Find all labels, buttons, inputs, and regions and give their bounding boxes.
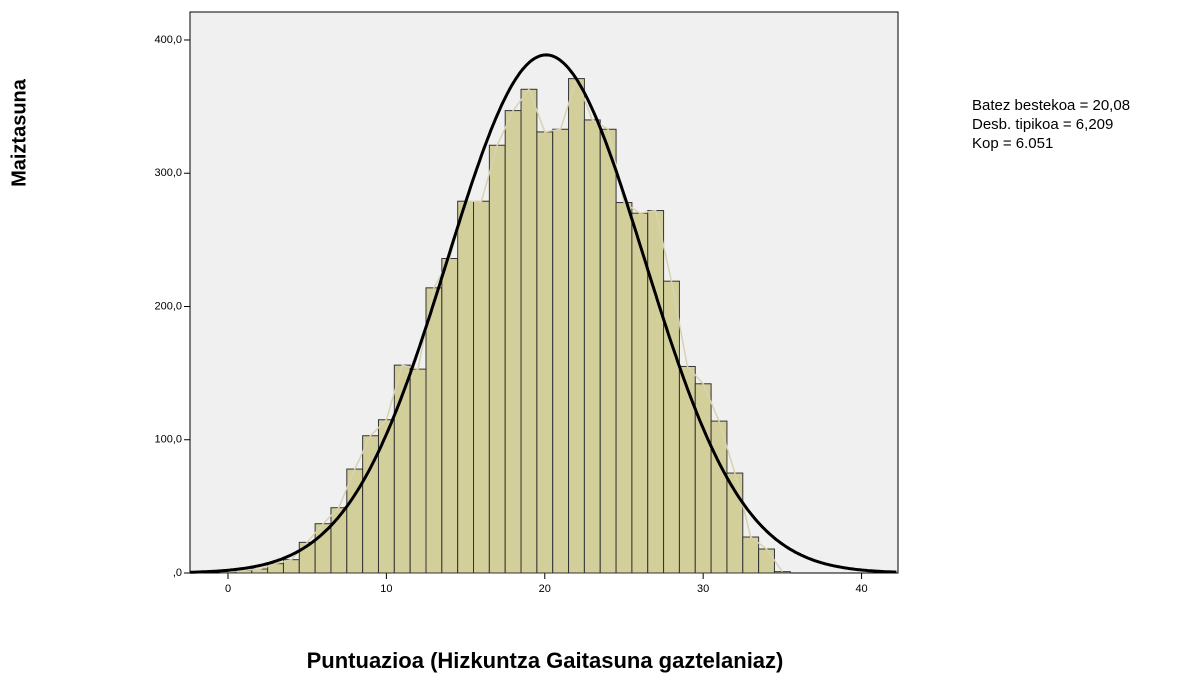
bar bbox=[678, 365, 696, 574]
x-tick-label: 0 bbox=[225, 583, 231, 595]
y-tick-label: 300,0 bbox=[154, 167, 182, 179]
bar bbox=[631, 212, 649, 574]
x-tick-label: 20 bbox=[539, 583, 551, 595]
bar bbox=[568, 78, 585, 574]
frequency-polygon bbox=[227, 76, 783, 573]
bar bbox=[473, 200, 490, 574]
x-tick-label: 30 bbox=[697, 583, 709, 595]
x-tick-label: 40 bbox=[855, 583, 867, 595]
bar bbox=[758, 548, 775, 574]
bar bbox=[520, 88, 538, 574]
bar bbox=[457, 200, 475, 574]
bar bbox=[583, 119, 601, 574]
bar bbox=[552, 128, 570, 574]
x-tick-label: 10 bbox=[380, 583, 392, 595]
bar bbox=[773, 571, 791, 574]
annotation: Kop = 6.051 bbox=[972, 135, 1053, 152]
y-tick-label: ,0 bbox=[173, 567, 182, 579]
annotation: Desb. tipikoa = 6,209 bbox=[972, 116, 1113, 133]
bar bbox=[488, 144, 506, 574]
annotation: Batez bestekoa = 20,08 bbox=[972, 97, 1130, 114]
y-tick-label: 100,0 bbox=[154, 434, 182, 446]
bar bbox=[615, 202, 633, 574]
bar bbox=[742, 536, 760, 574]
bar bbox=[409, 368, 427, 574]
bar bbox=[710, 420, 728, 574]
normal-curve bbox=[189, 53, 897, 574]
bar bbox=[441, 258, 459, 574]
bar bbox=[504, 110, 522, 574]
bar bbox=[599, 128, 617, 574]
bar bbox=[726, 472, 744, 574]
y-tick-label: 200,0 bbox=[154, 300, 182, 312]
bar bbox=[425, 287, 443, 574]
y-axis-label: Maiztasuna bbox=[8, 78, 30, 187]
bar bbox=[536, 131, 554, 574]
y-tick-label: 400,0 bbox=[154, 34, 182, 46]
bar bbox=[377, 419, 395, 574]
bar bbox=[647, 210, 665, 574]
x-axis-label: Puntuazioa (Hizkuntza Gaitasuna gaztelan… bbox=[307, 648, 784, 673]
